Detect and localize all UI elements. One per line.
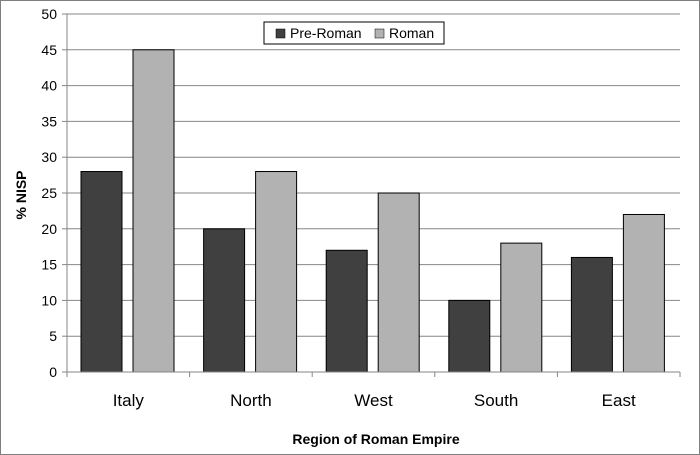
x-tick-label: West (354, 391, 393, 410)
y-tick-label: 20 (41, 221, 57, 237)
legend-label-roman: Roman (389, 25, 434, 41)
legend-swatch-roman (374, 28, 385, 39)
y-tick-label: 10 (41, 292, 57, 308)
axes (62, 13, 681, 377)
x-tick-label: South (474, 391, 518, 410)
legend-label-pre-roman: Pre-Roman (290, 25, 362, 41)
bar-roman-west (377, 192, 420, 373)
y-tick-label: 50 (41, 6, 57, 22)
x-tick-label: North (230, 391, 272, 410)
x-axis-title: Region of Roman Empire (292, 431, 459, 447)
legend-swatch-pre-roman (275, 28, 286, 39)
y-axis-title: % NISP (13, 170, 29, 219)
bar-roman-italy (132, 49, 175, 373)
y-tick-label: 45 (41, 42, 57, 58)
legend-box (263, 21, 445, 45)
y-tick-label: 0 (49, 364, 57, 380)
bar-pre-roman-north (203, 228, 246, 373)
y-tick-label: 40 (41, 78, 57, 94)
bar-pre-roman-east (570, 256, 613, 373)
bar-pre-roman-italy (80, 171, 123, 373)
bar-roman-east (622, 213, 665, 373)
bar-roman-north (255, 171, 298, 373)
y-tick-label: 35 (41, 113, 57, 129)
y-tick-label: 5 (49, 328, 57, 344)
x-tick-label: Italy (113, 391, 145, 410)
y-tick-labels: 0 5 10 15 20 25 30 35 40 45 50 (41, 6, 57, 380)
bar-pre-roman-west (325, 249, 368, 373)
y-tick-label: 30 (41, 149, 57, 165)
bar-roman-south (500, 242, 543, 373)
x-tick-label: East (602, 391, 636, 410)
legend: Pre-Roman Roman (263, 21, 445, 45)
y-tick-label: 15 (41, 257, 57, 273)
x-tick-labels: Italy North West South East (113, 391, 636, 410)
bar-pre-roman-south (448, 299, 491, 373)
y-tick-label: 25 (41, 185, 57, 201)
